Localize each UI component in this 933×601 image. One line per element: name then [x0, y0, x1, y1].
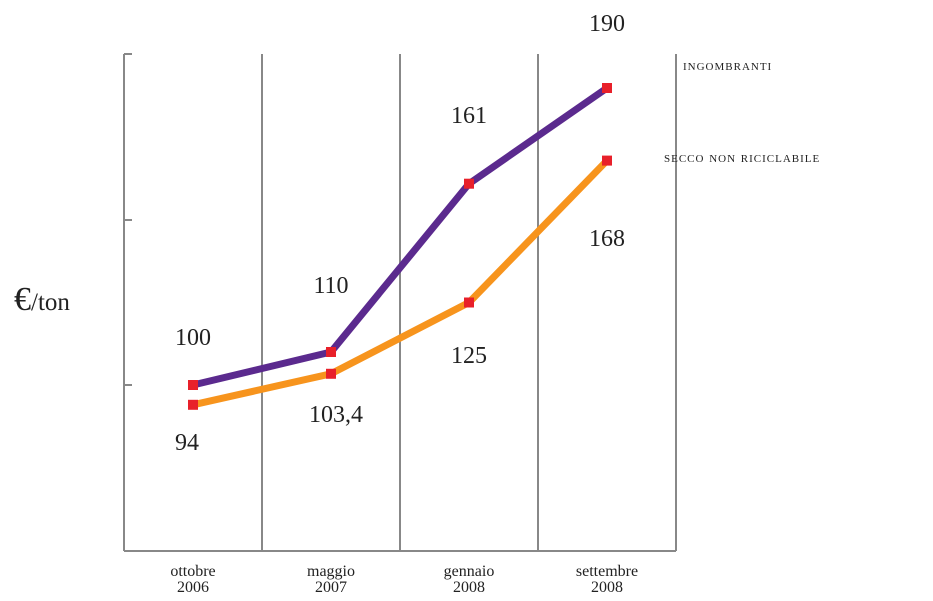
data-point-secco-non-riciclabile [188, 399, 198, 410]
series-label-secco-non-riciclabile: secco non riciclabile [664, 150, 821, 166]
data-label: 161 [451, 103, 487, 129]
data-label: 100 [175, 325, 211, 351]
data-labels: 100 110 161 190 94 103,4 125 168 [175, 11, 625, 456]
x-tick-label-month: gennaio [444, 563, 495, 580]
data-point-secco-non-riciclabile [464, 297, 474, 308]
data-point-ingombranti [326, 347, 336, 357]
x-tick-label-year: 2006 [177, 579, 209, 596]
x-tick-label-month: ottobre [170, 563, 215, 580]
y-axis-label: €/ton [14, 280, 70, 323]
y-axis-unit: /ton [31, 289, 70, 316]
x-tick-label-year: 2008 [591, 579, 623, 596]
series-line-ingombranti [192, 85, 609, 389]
x-tick-label-month: settembre [576, 563, 638, 580]
data-point-ingombranti [188, 380, 198, 390]
data-label: 110 [313, 273, 348, 299]
data-point-ingombranti [602, 83, 612, 93]
series-lines [192, 85, 610, 409]
x-tick-label-year: 2007 [315, 579, 347, 596]
data-point-ingombranti [464, 178, 474, 189]
data-label: 125 [451, 343, 487, 369]
axes [123, 53, 677, 552]
data-label: 190 [589, 11, 625, 37]
data-label: 168 [589, 226, 625, 252]
series-label-ingombranti: ingombranti [683, 58, 773, 74]
y-axis-symbol: € [14, 281, 31, 318]
x-tick-label-year: 2008 [453, 579, 485, 596]
data-label: 103,4 [309, 402, 363, 428]
x-tick-label-month: maggio [307, 563, 355, 580]
data-label: 94 [175, 430, 199, 456]
x-tick-labels: ottobre2006maggio2007gennaio2008settembr… [170, 563, 638, 596]
data-point-secco-non-riciclabile [326, 368, 336, 379]
series-line-secco-non-riciclabile [192, 158, 610, 409]
data-point-secco-non-riciclabile [602, 155, 612, 166]
series-markers [188, 83, 612, 410]
